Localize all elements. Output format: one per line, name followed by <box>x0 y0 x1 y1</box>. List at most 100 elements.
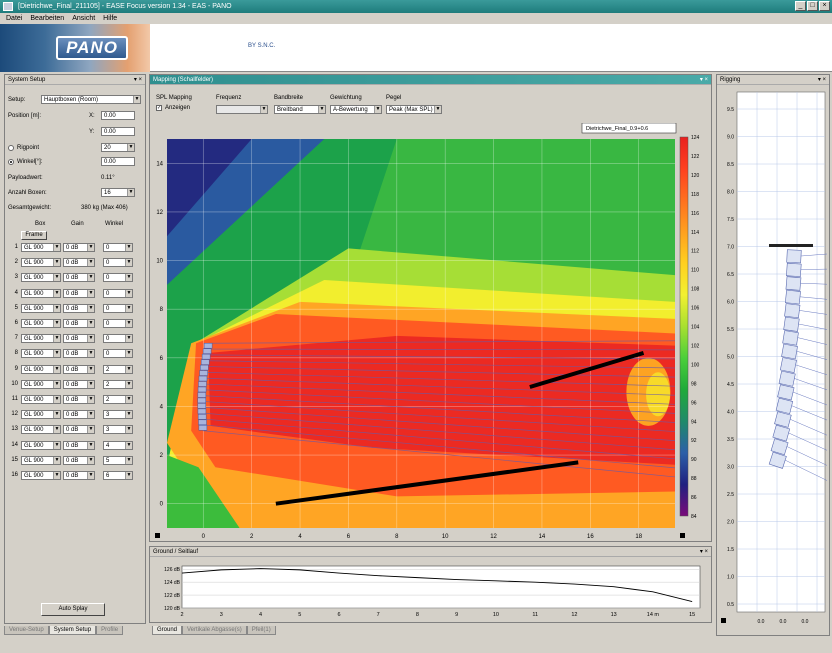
angle-select[interactable]: 6 ▼ <box>103 471 133 480</box>
frame-button[interactable]: Frame <box>21 231 47 240</box>
gain-select[interactable]: 0 dB ▼ <box>63 379 95 389</box>
angle-select[interactable]: 0 ▼ <box>103 273 133 283</box>
chevron-down-icon: ▼ <box>125 456 132 464</box>
gain-select[interactable]: 0 dB ▼ <box>63 303 95 313</box>
bandbreite-select[interactable]: Breitband ▼ <box>274 105 326 114</box>
angle-select[interactable]: 2 ▼ <box>103 379 133 389</box>
rigging-box <box>781 343 798 360</box>
angle-value: 5 <box>106 457 110 464</box>
gain-select[interactable]: 0 dB ▼ <box>63 349 95 359</box>
angle-select[interactable]: 0 ▼ <box>103 303 133 313</box>
close-button[interactable]: × <box>819 1 830 11</box>
tab-system-setup[interactable]: System Setup <box>48 626 97 635</box>
winkel-field[interactable]: 0.00 <box>101 157 135 166</box>
ground-x-tick-label: 12 <box>571 612 577 618</box>
menu-datei[interactable]: Datei <box>6 15 23 22</box>
angle-select[interactable]: 5 ▼ <box>103 455 133 465</box>
rigging-box <box>783 316 800 332</box>
tab-profile[interactable]: Profile <box>96 626 124 635</box>
chevron-down-icon: ▼ <box>125 259 132 267</box>
auto-splay-button[interactable]: Auto Splay <box>41 603 105 616</box>
box-type-select[interactable]: GL 900 ▼ <box>21 395 61 404</box>
box-type-select[interactable]: GL 900 ▼ <box>21 471 61 480</box>
chevron-down-icon: ▼ <box>125 365 132 373</box>
anzeigen-checkbox[interactable]: ✓ <box>156 105 162 111</box>
gain-select[interactable]: 0 dB ▼ <box>63 425 95 435</box>
gain-select[interactable]: 0 dB ▼ <box>63 288 95 298</box>
angle-select[interactable]: 0 ▼ <box>103 319 133 328</box>
tab-venue-setup[interactable]: Venue-Setup <box>4 626 49 635</box>
angle-select[interactable]: 0 ▼ <box>103 258 133 268</box>
box-type-select[interactable]: GL 900 ▼ <box>21 258 61 268</box>
bandbreite-value: Breitband <box>277 107 303 113</box>
pin-icon[interactable]: ▾ × <box>817 77 826 83</box>
frequenz-select[interactable]: ▼ <box>216 105 268 114</box>
box-type-value: GL 900 <box>24 260 44 267</box>
box-type-select[interactable]: GL 900 ▼ <box>21 410 61 420</box>
box-type-select[interactable]: GL 900 ▼ <box>21 334 61 344</box>
angle-value: 4 <box>106 442 110 449</box>
box-type-value: GL 900 <box>24 336 44 343</box>
minimize-button[interactable]: _ <box>795 1 806 11</box>
setup-select[interactable]: Hauptboxen (Room) ▼ <box>41 95 141 104</box>
maximize-button[interactable]: □ <box>807 1 818 11</box>
pin-icon[interactable]: ▾ × <box>699 549 708 555</box>
box-type-select[interactable]: GL 900 ▼ <box>21 349 61 359</box>
tab-ground[interactable]: Ground <box>152 626 183 635</box>
spl-map-chart[interactable]: 0 2 4 6 8 10 12 14 16 18 0 2 4 6 8 10 12 14 124 122 120 118 11… <box>150 123 711 539</box>
gain-select[interactable]: 0 dB ▼ <box>63 395 95 404</box>
gain-select[interactable]: 0 dB ▼ <box>63 319 95 328</box>
tab-pfeil[interactable]: Pfeil(1) <box>246 626 276 635</box>
colorbar-tick-label: 106 <box>691 306 700 312</box>
tab-vertikale[interactable]: Vertikale Abgasse(s) <box>182 626 247 635</box>
y-field[interactable]: 0.00 <box>101 127 135 136</box>
angle-select[interactable]: 0 ▼ <box>103 334 133 344</box>
pin-icon[interactable]: ▾ × <box>133 77 142 83</box>
gain-select[interactable]: 0 dB ▼ <box>63 273 95 283</box>
box-type-select[interactable]: GL 900 ▼ <box>21 303 61 313</box>
gain-select[interactable]: 0 dB ▼ <box>63 440 95 450</box>
rigpoint-radio[interactable] <box>8 145 14 151</box>
gain-select[interactable]: 0 dB ▼ <box>63 334 95 344</box>
menu-hilfe[interactable]: Hilfe <box>103 15 118 22</box>
rigging-chart[interactable]: 0.5 1.0 1.5 2.0 2.5 3.0 3.5 4.0 4.5 5.0 5.5 6.0 6.5 7… <box>717 86 829 634</box>
gain-select[interactable]: 0 dB ▼ <box>63 410 95 420</box>
box-type-select[interactable]: GL 900 ▼ <box>21 319 61 328</box>
box-type-select[interactable]: GL 900 ▼ <box>21 273 61 283</box>
angle-select[interactable]: 0 ▼ <box>103 349 133 359</box>
rigpoint-select[interactable]: 20 ▼ <box>101 143 135 152</box>
box-type-select[interactable]: GL 900 ▼ <box>21 425 61 435</box>
box-type-select[interactable]: GL 900 ▼ <box>21 379 61 389</box>
angle-select[interactable]: 3 ▼ <box>103 425 133 435</box>
box-type-select[interactable]: GL 900 ▼ <box>21 243 61 252</box>
box-type-select[interactable]: GL 900 ▼ <box>21 440 61 450</box>
origin-marker <box>721 618 726 623</box>
menu-ansicht[interactable]: Ansicht <box>72 15 96 22</box>
gain-select[interactable]: 0 dB ▼ <box>63 471 95 480</box>
pegel-select[interactable]: Peak (Max SPL) ▼ <box>386 105 442 114</box>
winkel-radio[interactable] <box>8 159 14 165</box>
angle-select[interactable]: 3 ▼ <box>103 410 133 420</box>
box-type-select[interactable]: GL 900 ▼ <box>21 288 61 298</box>
angle-select[interactable]: 0 ▼ <box>103 243 133 252</box>
chevron-down-icon: ▼ <box>87 396 94 403</box>
pin-icon[interactable]: ▾ × <box>699 77 708 83</box>
rigpoint-value: 20 <box>104 145 111 151</box>
gewichtung-select[interactable]: A-Bewertung ▼ <box>330 105 382 114</box>
angle-select[interactable]: 2 ▼ <box>103 364 133 374</box>
anzahl-select[interactable]: 16 ▼ <box>101 188 135 197</box>
angle-select[interactable]: 2 ▼ <box>103 395 133 404</box>
menu-bearbeiten[interactable]: Bearbeiten <box>30 15 65 22</box>
gain-select[interactable]: 0 dB ▼ <box>63 455 95 465</box>
x-field[interactable]: 0.00 <box>101 111 135 120</box>
angle-select[interactable]: 4 ▼ <box>103 440 133 450</box>
chevron-down-icon: ▼ <box>125 411 132 419</box>
gain-select[interactable]: 0 dB ▼ <box>63 258 95 268</box>
origin-marker <box>155 533 160 538</box>
box-type-select[interactable]: GL 900 ▼ <box>21 364 61 374</box>
gain-select[interactable]: 0 dB ▼ <box>63 364 95 374</box>
gain-select[interactable]: 0 dB ▼ <box>63 243 95 252</box>
colorbar-tick-label: 102 <box>691 343 700 349</box>
angle-select[interactable]: 0 ▼ <box>103 288 133 298</box>
box-type-select[interactable]: GL 900 ▼ <box>21 455 61 465</box>
